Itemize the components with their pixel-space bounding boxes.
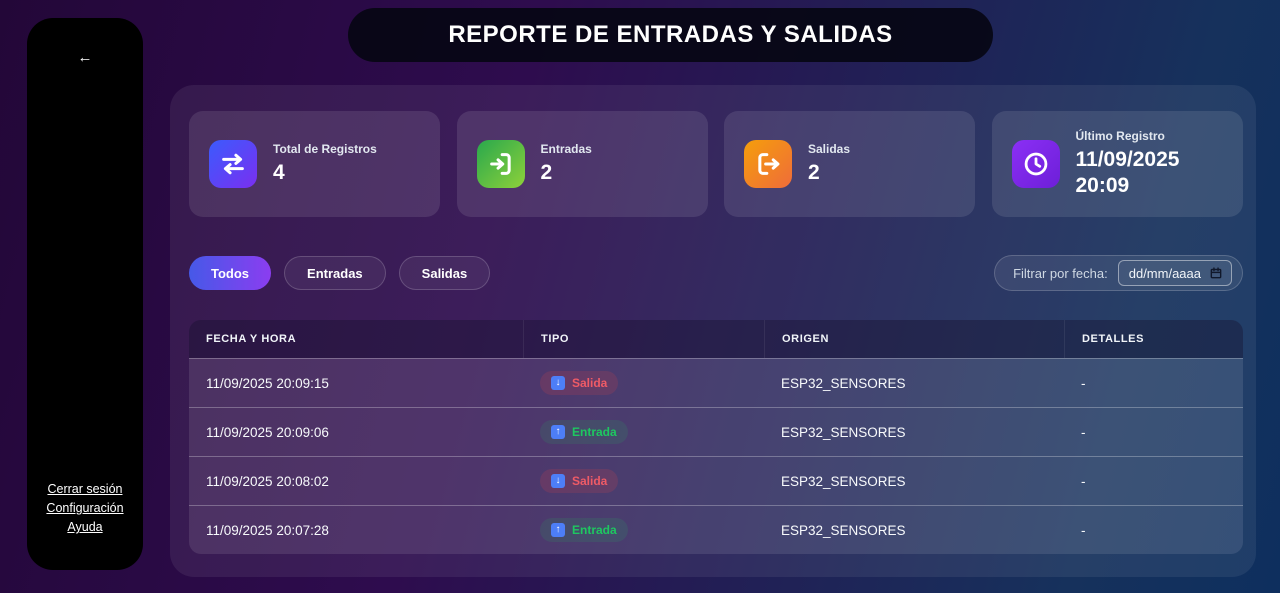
sidebar-links: Cerrar sesión Configuración Ayuda — [46, 482, 123, 534]
calendar-icon[interactable] — [1209, 266, 1223, 280]
sidebar: ← Cerrar sesión Configuración Ayuda — [27, 18, 143, 570]
stat-label: Entradas — [540, 141, 592, 156]
type-badge: ↓ Salida — [540, 371, 619, 395]
stats-row: Total de Registros 4 Entradas 2 — [189, 111, 1243, 217]
page-title-banner: REPORTE DE ENTRADAS Y SALIDAS — [348, 8, 993, 62]
date-placeholder: dd/mm/aaaa — [1128, 265, 1201, 281]
type-badge: ↑ Entrada — [540, 518, 628, 542]
cell-details: - — [1081, 375, 1086, 391]
cell-origin: ESP32_SENSORES — [781, 375, 906, 391]
filter-todos-button[interactable]: Todos — [189, 256, 272, 290]
type-badge: ↑ Entrada — [540, 420, 628, 444]
logout-link[interactable]: Cerrar sesión — [47, 482, 123, 496]
date-filter: Filtrar por fecha: dd/mm/aaaa — [994, 255, 1243, 291]
cell-details: - — [1081, 424, 1086, 440]
type-label: Salida — [572, 376, 608, 390]
stat-label: Total de Registros — [273, 141, 377, 156]
cell-datetime: 11/09/2025 20:07:28 — [206, 522, 329, 538]
type-arrow-icon: ↑ — [551, 425, 565, 439]
stat-card-total: Total de Registros 4 — [189, 111, 440, 217]
column-header-origen: ORIGEN — [764, 320, 1064, 358]
table-row[interactable]: 11/09/2025 20:07:28 ↑ Entrada ESP32_SENS… — [189, 505, 1243, 554]
stat-value-date: 11/09/2025 — [1075, 147, 1180, 171]
stat-card-ultimo-registro: Último Registro 11/09/2025 20:09 — [991, 111, 1243, 217]
stat-label: Último Registro — [1075, 128, 1165, 143]
date-input[interactable]: dd/mm/aaaa — [1117, 260, 1232, 286]
type-arrow-icon: ↑ — [551, 523, 565, 537]
cell-datetime: 11/09/2025 20:08:02 — [206, 473, 329, 489]
column-header-detalles: DETALLES — [1064, 320, 1243, 358]
cell-origin: ESP32_SENSORES — [781, 522, 906, 538]
back-arrow-button[interactable]: ← — [77, 49, 93, 66]
type-label: Entrada — [572, 523, 617, 537]
stat-value-time: 20:09 — [1075, 174, 1130, 197]
table-row[interactable]: 11/09/2025 20:08:02 ↓ Salida ESP32_SENSO… — [189, 456, 1243, 505]
date-filter-label: Filtrar por fecha: — [1013, 265, 1108, 281]
settings-link[interactable]: Configuración — [46, 501, 124, 515]
type-arrow-icon: ↓ — [551, 376, 565, 390]
filter-salidas-button[interactable]: Salidas — [398, 256, 491, 290]
filter-entradas-button[interactable]: Entradas — [284, 256, 386, 290]
type-badge: ↓ Salida — [540, 469, 619, 493]
login-icon — [476, 140, 525, 188]
help-link[interactable]: Ayuda — [67, 520, 103, 534]
logout-icon — [744, 140, 792, 188]
type-label: Entrada — [572, 425, 617, 439]
main-panel: Total de Registros 4 Entradas 2 — [170, 85, 1256, 577]
stat-value: 2 — [808, 160, 820, 184]
records-table: FECHA Y HORA TIPO ORIGEN DETALLES 11/09/… — [189, 320, 1243, 554]
stat-value: 2 — [540, 160, 553, 184]
cell-origin: ESP32_SENSORES — [781, 473, 906, 489]
table-row[interactable]: 11/09/2025 20:09:15 ↓ Salida ESP32_SENSO… — [189, 358, 1243, 407]
stat-card-salidas: Salidas 2 — [724, 111, 975, 217]
cell-details: - — [1081, 522, 1086, 538]
page-title: REPORTE DE ENTRADAS Y SALIDAS — [448, 21, 893, 48]
cell-datetime: 11/09/2025 20:09:06 — [206, 424, 329, 440]
filter-row: Todos Entradas Salidas Filtrar por fecha… — [189, 255, 1243, 291]
type-arrow-icon: ↓ — [551, 474, 565, 488]
stat-value: 4 — [273, 160, 285, 184]
column-header-fecha: FECHA Y HORA — [206, 333, 297, 345]
column-header-tipo: TIPO — [523, 320, 764, 358]
cell-details: - — [1081, 473, 1086, 489]
table-header: FECHA Y HORA TIPO ORIGEN DETALLES — [189, 320, 1243, 358]
stat-label: Salidas — [808, 141, 851, 156]
stat-card-entradas: Entradas 2 — [456, 111, 708, 217]
clock-icon — [1011, 140, 1060, 188]
table-row[interactable]: 11/09/2025 20:09:06 ↑ Entrada ESP32_SENS… — [189, 407, 1243, 456]
type-label: Salida — [572, 474, 608, 488]
filter-buttons: Todos Entradas Salidas — [189, 256, 491, 290]
cell-datetime: 11/09/2025 20:09:15 — [206, 375, 329, 391]
cell-origin: ESP32_SENSORES — [781, 424, 906, 440]
transfer-icon — [209, 140, 257, 188]
